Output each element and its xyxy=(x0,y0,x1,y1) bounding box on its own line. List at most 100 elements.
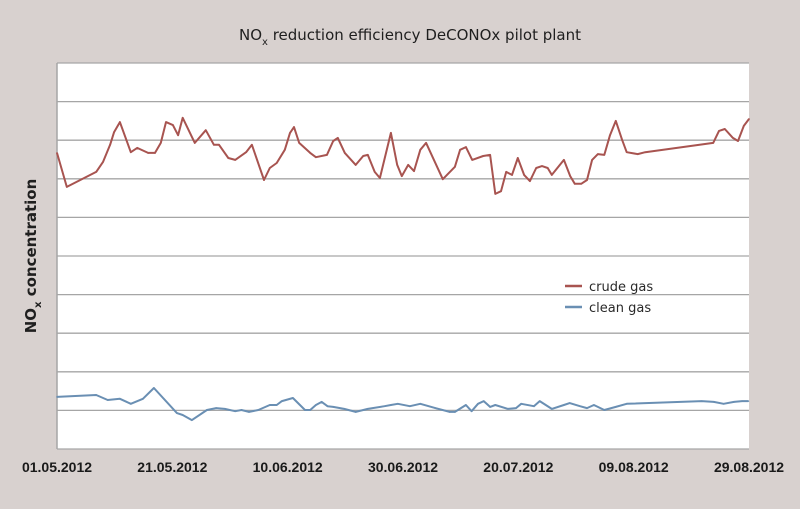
data-point-crude-gas-54 xyxy=(482,155,484,157)
data-point-crude-gas-17 xyxy=(204,129,207,131)
data-point-crude-gas-41 xyxy=(379,177,381,179)
data-point-clean-gas-0 xyxy=(56,396,58,398)
data-point-clean-gas-19 xyxy=(281,400,283,402)
data-point-crude-gas-47 xyxy=(419,149,422,151)
x-tick-labels: 01.05.2012 21.05.2012 10.06.2012 30.06.2012… xyxy=(22,459,784,475)
data-point-crude-gas-84 xyxy=(732,137,734,139)
data-point-clean-gas-46 xyxy=(520,403,523,405)
data-point-crude-gas-25 xyxy=(268,167,271,169)
data-point-crude-gas-79 xyxy=(636,153,639,155)
data-point-crude-gas-57 xyxy=(500,190,502,192)
data-point-crude-gas-31 xyxy=(309,152,311,154)
data-point-clean-gas-59 xyxy=(713,401,715,403)
data-point-crude-gas-62 xyxy=(529,180,531,182)
data-point-clean-gas-3 xyxy=(119,398,121,400)
data-point-crude-gas-74 xyxy=(603,154,606,156)
data-point-crude-gas-15 xyxy=(181,117,184,119)
data-point-clean-gas-45 xyxy=(515,407,517,409)
data-point-clean-gas-28 xyxy=(354,411,357,413)
data-point-crude-gas-83 xyxy=(723,128,726,130)
data-point-crude-gas-87 xyxy=(748,118,750,120)
data-point-crude-gas-64 xyxy=(541,165,543,167)
data-point-clean-gas-33 xyxy=(409,405,411,407)
data-point-crude-gas-55 xyxy=(489,154,491,156)
data-point-crude-gas-29 xyxy=(293,126,295,128)
y-axis-label: NOx concentration xyxy=(22,179,44,334)
chart-title: NOx reduction efficiency DeCONOx pilot p… xyxy=(239,26,581,48)
data-point-crude-gas-28 xyxy=(289,132,291,134)
data-point-crude-gas-10 xyxy=(154,152,156,154)
data-point-crude-gas-6 xyxy=(119,121,121,123)
data-point-clean-gas-10 xyxy=(206,409,208,411)
data-point-crude-gas-45 xyxy=(407,164,409,166)
data-point-crude-gas-37 xyxy=(354,164,357,166)
series-line-clean-gas xyxy=(56,387,749,422)
data-point-crude-gas-58 xyxy=(505,171,508,173)
data-point-clean-gas-52 xyxy=(579,405,581,407)
data-point-crude-gas-27 xyxy=(283,149,286,151)
data-point-crude-gas-76 xyxy=(614,120,617,122)
data-point-clean-gas-26 xyxy=(332,406,335,408)
data-point-crude-gas-65 xyxy=(546,167,549,169)
data-point-clean-gas-12 xyxy=(224,408,226,410)
x-tick-label-6: 29.08.2012 xyxy=(714,459,784,475)
data-point-clean-gas-29 xyxy=(367,408,369,410)
data-point-clean-gas-58 xyxy=(700,400,703,402)
data-point-crude-gas-34 xyxy=(332,140,335,142)
legend: crude gas clean gas xyxy=(565,280,653,316)
data-point-clean-gas-11 xyxy=(215,407,217,409)
data-point-clean-gas-54 xyxy=(593,404,595,406)
data-point-clean-gas-23 xyxy=(315,404,317,406)
data-point-clean-gas-51 xyxy=(568,402,571,404)
data-point-clean-gas-50 xyxy=(563,404,565,406)
data-point-crude-gas-42 xyxy=(390,132,392,134)
data-point-clean-gas-6 xyxy=(153,387,155,389)
data-point-crude-gas-46 xyxy=(413,170,415,172)
data-point-crude-gas-2 xyxy=(95,171,98,173)
data-point-crude-gas-75 xyxy=(609,134,611,136)
data-point-crude-gas-71 xyxy=(586,179,588,181)
data-point-crude-gas-3 xyxy=(102,161,104,163)
data-point-crude-gas-30 xyxy=(298,142,301,144)
data-point-crude-gas-68 xyxy=(569,175,572,177)
data-point-crude-gas-51 xyxy=(459,149,461,151)
data-point-crude-gas-35 xyxy=(337,137,339,139)
data-point-clean-gas-18 xyxy=(275,404,278,406)
data-point-crude-gas-33 xyxy=(326,154,328,156)
data-point-crude-gas-19 xyxy=(218,144,220,146)
series-line-crude-gas xyxy=(56,116,750,195)
data-point-crude-gas-56 xyxy=(494,193,497,195)
data-point-clean-gas-20 xyxy=(292,397,294,399)
data-point-clean-gas-16 xyxy=(257,409,260,411)
data-point-crude-gas-24 xyxy=(263,179,265,181)
data-point-clean-gas-7 xyxy=(176,412,178,414)
title-main: NO xyxy=(239,26,262,44)
data-point-crude-gas-59 xyxy=(511,174,513,176)
data-point-crude-gas-77 xyxy=(621,139,623,141)
ylabel-subscript: x xyxy=(33,301,44,308)
data-point-clean-gas-62 xyxy=(741,400,743,402)
ylabel-main: NO xyxy=(22,308,40,333)
data-point-clean-gas-9 xyxy=(191,419,193,421)
x-tick-label-3: 30.06.2012 xyxy=(368,459,438,475)
data-point-crude-gas-86 xyxy=(743,125,745,127)
data-point-clean-gas-55 xyxy=(603,409,606,411)
data-point-crude-gas-21 xyxy=(234,159,236,161)
data-point-crude-gas-4 xyxy=(109,144,111,146)
data-point-clean-gas-4 xyxy=(130,403,132,405)
data-point-clean-gas-35 xyxy=(434,407,437,409)
data-point-clean-gas-43 xyxy=(494,404,497,406)
x-tick-label-2: 10.06.2012 xyxy=(253,459,323,475)
data-point-clean-gas-57 xyxy=(625,403,628,405)
data-point-clean-gas-5 xyxy=(142,398,144,400)
data-point-clean-gas-61 xyxy=(733,401,735,403)
data-point-crude-gas-39 xyxy=(367,154,369,156)
data-point-clean-gas-44 xyxy=(507,408,509,410)
data-point-crude-gas-81 xyxy=(712,142,715,144)
data-point-crude-gas-5 xyxy=(113,131,115,133)
data-point-clean-gas-41 xyxy=(482,400,485,402)
data-point-clean-gas-56 xyxy=(614,406,617,408)
data-point-clean-gas-2 xyxy=(106,399,109,401)
data-point-crude-gas-40 xyxy=(373,171,376,173)
